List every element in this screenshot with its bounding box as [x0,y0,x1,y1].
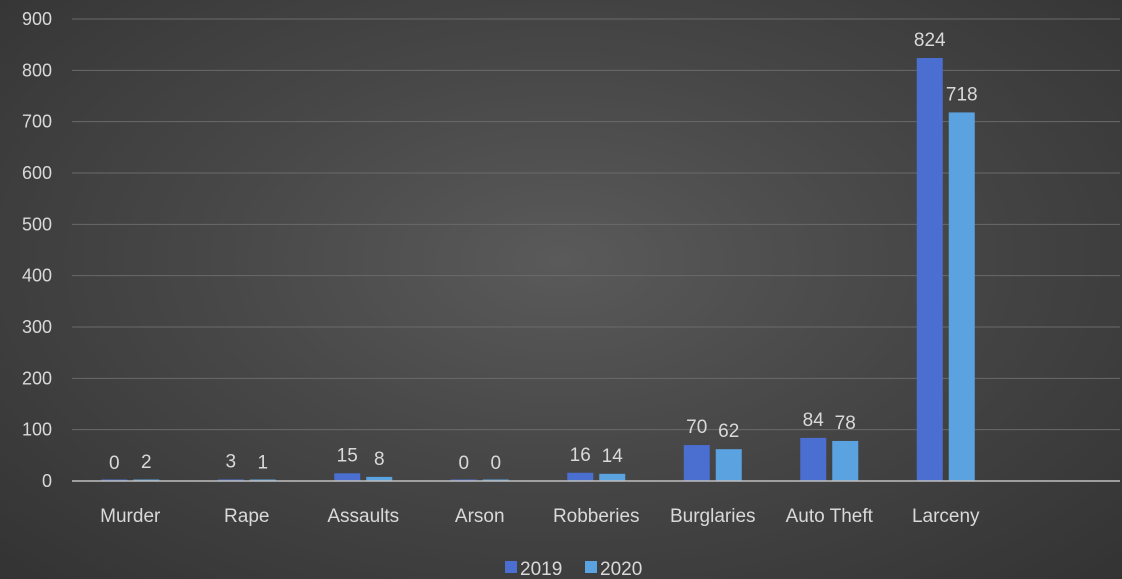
y-tick-label: 400 [22,266,52,286]
data-label: 84 [803,410,825,431]
y-tick-label: 0 [42,471,52,491]
data-label: 3 [225,451,236,472]
data-label: 16 [570,445,591,466]
legend-label: 2019 [520,559,562,579]
bar-2019-assaults [334,473,361,481]
y-tick-label: 500 [22,214,52,234]
x-tick-label: Larceny [912,506,980,527]
x-tick-label: Robberies [553,506,640,527]
bar-2019-rape [217,479,244,481]
legend: 2019 2020 [505,559,642,579]
y-tick-label: 600 [22,163,52,183]
bar-2019-larceny [916,58,943,481]
bar-2020-auto-theft [832,440,859,481]
data-label: 15 [337,445,358,466]
y-tick-label: 300 [22,317,52,337]
bar-2020-larceny [948,112,975,481]
data-label: 70 [686,417,707,438]
data-label: 1 [257,452,268,473]
gridlines [72,18,1120,431]
legend-swatch-2019 [505,561,517,573]
data-label: 824 [914,30,946,51]
bar-2020-robberies [599,473,626,481]
data-label: 62 [718,421,739,442]
bar-2019-auto-theft [800,437,827,481]
bar-2020-assaults [366,476,393,481]
bar-2019-robberies [567,472,594,481]
x-tick-label: Rape [224,506,269,527]
legend-swatch-2020 [585,561,597,573]
y-tick-label: 800 [22,60,52,80]
bar-2019-burglaries [683,445,710,481]
y-tick-label: 700 [22,112,52,132]
y-tick-label: 100 [22,420,52,440]
data-label: 0 [109,453,120,474]
x-tick-label: Burglaries [670,506,756,527]
x-tick-label: Auto Theft [786,506,874,527]
data-label: 14 [602,446,624,467]
data-label: 8 [374,449,385,470]
data-label: 78 [835,413,856,434]
data-label: 0 [490,453,501,474]
data-label: 718 [946,84,978,105]
x-tick-label: Arson [455,506,505,527]
x-axis: Murder Rape Assaults Arson Robberies Burglari… [72,480,1120,527]
data-label: 0 [458,453,469,474]
y-tick-label: 200 [22,368,52,388]
legend-label: 2020 [600,559,642,579]
y-tick-label: 900 [22,9,52,29]
x-tick-label: Assaults [327,506,399,527]
bar-2020-burglaries [715,449,742,481]
x-tick-label: Murder [100,506,161,527]
bars [101,58,975,481]
data-label: 2 [141,452,152,473]
y-axis: 0 100 200 300 400 500 600 700 800 900 [22,9,52,491]
